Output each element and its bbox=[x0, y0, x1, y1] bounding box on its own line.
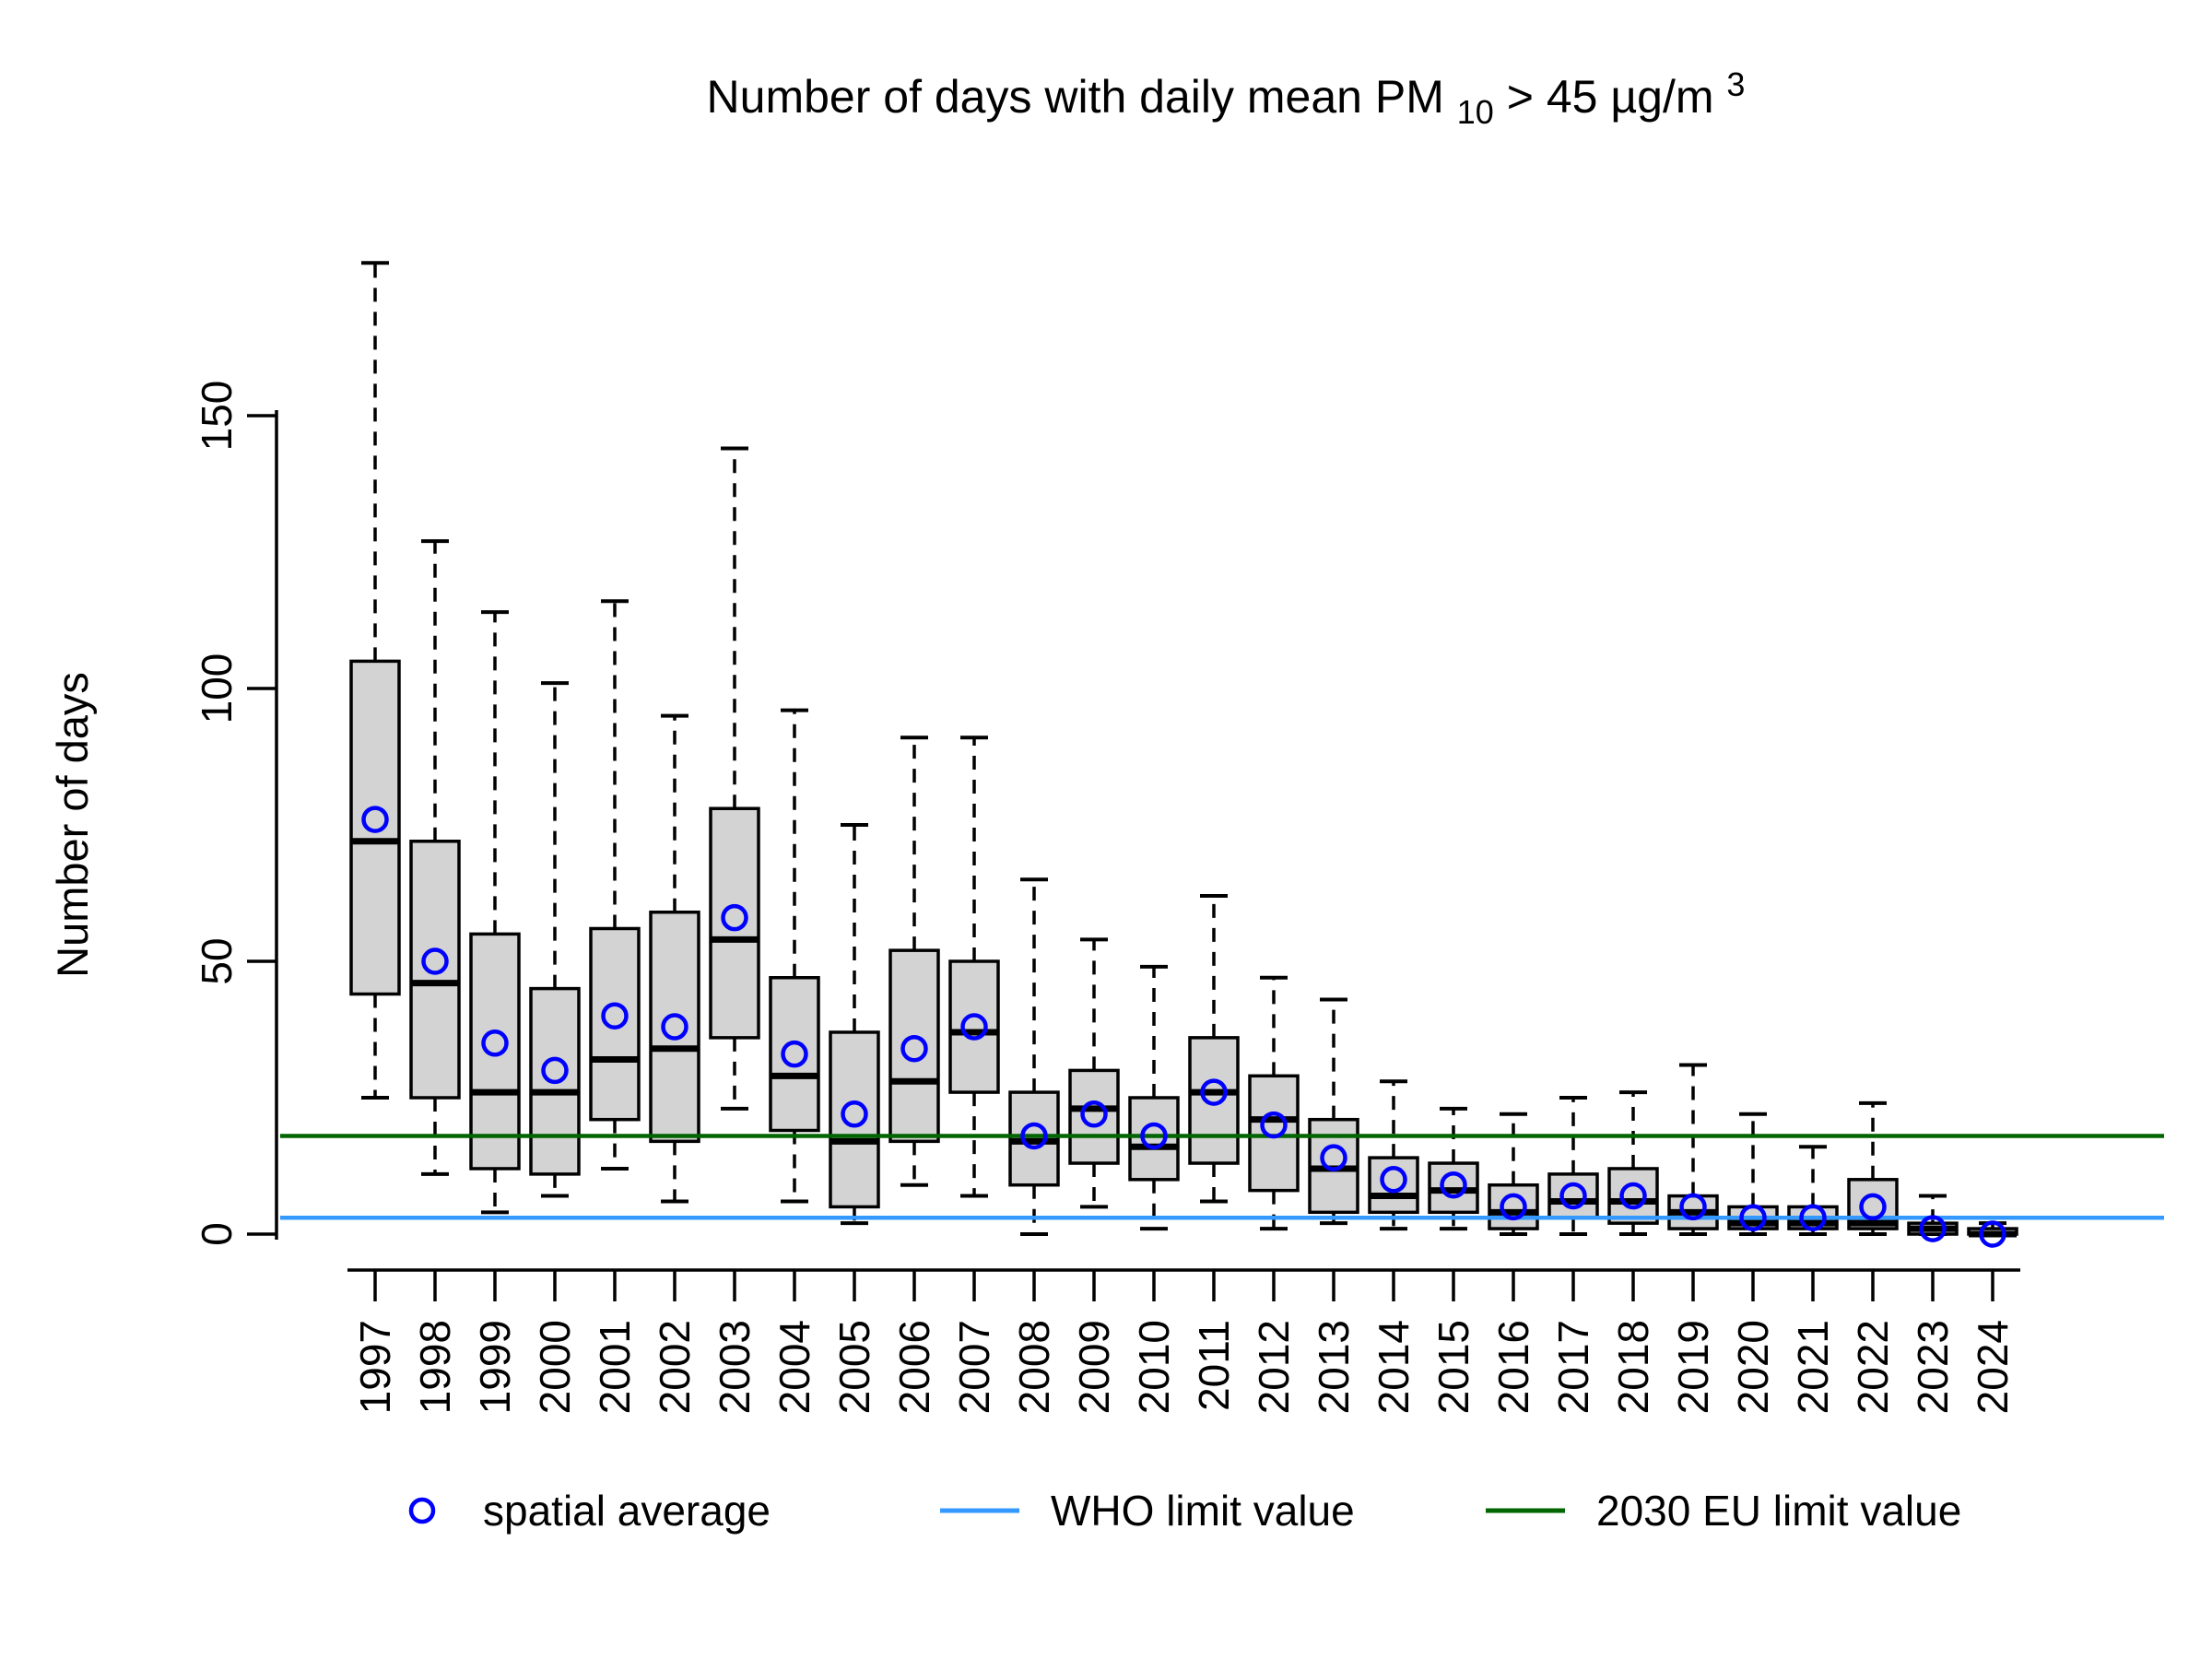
spatial-average-point bbox=[900, 1034, 928, 1063]
box-iqr bbox=[948, 959, 1000, 1094]
spatial-average-point bbox=[1919, 1215, 1947, 1242]
x-axis-year-label: 2008 bbox=[1010, 1320, 1058, 1414]
x-axis-year-label: 2006 bbox=[890, 1320, 938, 1414]
spatial-average-point bbox=[1979, 1220, 2006, 1248]
spatial-average-point bbox=[1799, 1204, 1827, 1231]
x-axis-year-label: 2019 bbox=[1669, 1320, 1717, 1414]
box-iqr bbox=[1547, 1172, 1599, 1219]
spatial-average-point bbox=[1020, 1122, 1048, 1150]
x-axis-year-label: 2022 bbox=[1849, 1320, 1897, 1414]
chart-title-superscript: 3 bbox=[1726, 65, 1745, 103]
x-axis-year-label: 1999 bbox=[471, 1320, 519, 1414]
box-iqr bbox=[888, 948, 940, 1144]
y-axis-tick-label: 100 bbox=[193, 653, 241, 724]
spatial-average-point bbox=[601, 1002, 629, 1030]
x-axis-year-label: 2017 bbox=[1549, 1320, 1597, 1414]
x-axis-year-label: 2011 bbox=[1190, 1320, 1238, 1411]
y-axis-tick-label: 150 bbox=[193, 381, 241, 452]
box-iqr bbox=[769, 976, 820, 1133]
x-axis-year-label: 1997 bbox=[351, 1320, 399, 1414]
chart-title-subscript: 10 bbox=[1457, 93, 1494, 131]
spatial-average-point bbox=[1739, 1204, 1767, 1231]
chart-title-main: Number of days with daily mean PM bbox=[707, 71, 1444, 123]
spatial-average-point bbox=[1140, 1122, 1168, 1150]
spatial-average-point bbox=[1440, 1171, 1467, 1199]
spatial-average-point bbox=[1859, 1193, 1887, 1221]
spatial-average-point bbox=[1559, 1182, 1587, 1210]
legend-eu-label: 2030 EU limit value bbox=[1596, 1487, 1961, 1535]
plot-area: 0 50 100 150 1997 1998 1999 2000 2001 2002 2003 200… bbox=[193, 261, 2164, 1414]
x-axis-year-label: 2015 bbox=[1430, 1320, 1477, 1414]
spatial-average-point bbox=[1380, 1166, 1407, 1194]
box-iqr bbox=[1488, 1182, 1539, 1230]
x-axis-year-label: 2013 bbox=[1310, 1320, 1358, 1414]
x-axis-year-label: 2007 bbox=[950, 1320, 998, 1414]
spatial-average-point bbox=[721, 903, 748, 932]
legend-spatial-average-icon bbox=[408, 1497, 436, 1524]
legend-who-label: WHO limit value bbox=[1051, 1487, 1355, 1535]
box-iqr bbox=[469, 932, 521, 1171]
spatial-average-point bbox=[661, 1013, 688, 1041]
box-iqr bbox=[1128, 1096, 1180, 1182]
box-iqr bbox=[1368, 1156, 1419, 1215]
x-axis-year-label: 1998 bbox=[411, 1320, 459, 1414]
spatial-average-point bbox=[541, 1056, 569, 1085]
box-iqr bbox=[829, 1030, 880, 1209]
spatial-average-point bbox=[421, 947, 449, 975]
spatial-average-point bbox=[1619, 1182, 1647, 1210]
box-iqr bbox=[1068, 1068, 1120, 1165]
x-axis-year-label: 2014 bbox=[1370, 1320, 1418, 1414]
chart-title-mid: > 45 µg/m bbox=[1507, 71, 1714, 123]
spatial-average-point bbox=[1679, 1193, 1707, 1221]
spatial-average-point bbox=[481, 1030, 509, 1057]
legend-spatial-average-label: spatial average bbox=[483, 1487, 771, 1535]
box-iqr bbox=[1248, 1074, 1300, 1193]
spatial-average-point bbox=[1080, 1100, 1108, 1128]
spatial-average-point bbox=[1260, 1111, 1288, 1139]
box-iqr bbox=[349, 659, 401, 996]
x-axis-year-label: 2005 bbox=[830, 1320, 878, 1414]
box-iqr bbox=[649, 910, 700, 1144]
x-axis-year-label: 2018 bbox=[1609, 1320, 1657, 1414]
x-axis-year-label: 2020 bbox=[1729, 1320, 1777, 1414]
x-axis-year-label: 2004 bbox=[771, 1320, 818, 1414]
x-axis-year-label: 2023 bbox=[1909, 1320, 1957, 1414]
x-axis-year-label: 2009 bbox=[1070, 1320, 1118, 1414]
x-axis-year-label: 2000 bbox=[531, 1320, 579, 1414]
x-axis-year-label: 2001 bbox=[591, 1320, 639, 1414]
spatial-average-point bbox=[1500, 1193, 1527, 1221]
x-axis-year-label: 2024 bbox=[1969, 1320, 2017, 1414]
x-axis-year-label: 2003 bbox=[711, 1320, 759, 1414]
spatial-average-point bbox=[361, 806, 389, 833]
box-iqr bbox=[1188, 1036, 1240, 1165]
spatial-average-point bbox=[960, 1013, 988, 1041]
box-iqr bbox=[409, 840, 461, 1100]
box-iqr bbox=[709, 806, 760, 1040]
legend: spatial average WHO limit value 2030 EU … bbox=[408, 1487, 1961, 1535]
x-axis-year-label: 2021 bbox=[1789, 1320, 1837, 1414]
box-iqr bbox=[589, 926, 641, 1122]
x-axis-year-label: 2012 bbox=[1250, 1320, 1298, 1414]
x-axis-year-label: 2010 bbox=[1130, 1320, 1178, 1414]
y-axis-tick-label: 0 bbox=[193, 1222, 241, 1246]
y-axis-tick-label: 50 bbox=[193, 937, 241, 984]
spatial-average-point bbox=[781, 1040, 808, 1068]
spatial-average-point bbox=[1200, 1078, 1228, 1106]
x-axis-year-label: 2016 bbox=[1489, 1320, 1537, 1414]
box-iqr bbox=[1607, 1167, 1659, 1225]
x-axis-year-label: 2002 bbox=[651, 1320, 699, 1414]
spatial-average-point bbox=[841, 1100, 868, 1128]
y-axis-title: Number of days bbox=[48, 672, 97, 978]
spatial-average-point bbox=[1320, 1144, 1347, 1171]
chart-title: Number of days with daily mean PM 10 > 4… bbox=[707, 65, 1746, 134]
